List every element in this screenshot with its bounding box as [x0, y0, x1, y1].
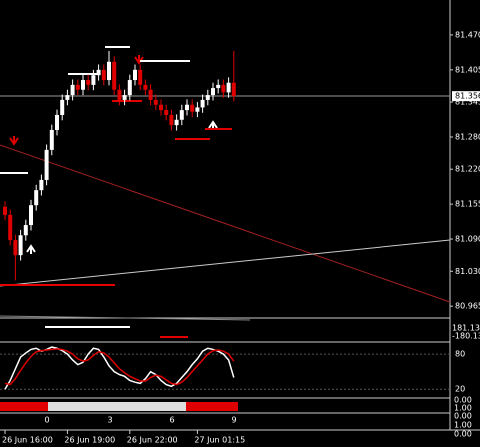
candle-body: [179, 110, 184, 120]
candle-body: [205, 95, 210, 100]
indicator-label: 1.00: [454, 421, 472, 430]
candle-body: [221, 84, 226, 93]
x-tick-label: 26 Jun 16:00: [2, 436, 53, 445]
candle-body: [101, 69, 106, 81]
candle-body: [81, 80, 85, 90]
candle-body: [3, 206, 7, 215]
y-tick-label: 80: [455, 350, 465, 359]
candle-body: [127, 80, 132, 96]
y-tick-label: 81.090: [455, 235, 480, 244]
candle-body: [112, 61, 117, 90]
candle-body: [96, 69, 101, 76]
candle-body: [49, 129, 54, 150]
candle-body: [190, 104, 195, 112]
candle-body: [200, 99, 205, 108]
candle-body: [117, 89, 122, 100]
candle-body: [148, 89, 153, 100]
candle-body: [226, 82, 231, 93]
y-tick-label: 80.965: [455, 302, 480, 311]
candle-body: [75, 84, 80, 90]
candle-body: [133, 69, 137, 81]
candle-body: [70, 84, 75, 96]
candle-body: [211, 88, 215, 96]
candle-body: [29, 205, 33, 226]
trend-line: [0, 144, 451, 303]
candle-body: [34, 190, 39, 206]
y-tick-label: 81.030: [455, 267, 480, 276]
dot-levels: [0, 100, 232, 338]
candle-body: [39, 179, 44, 191]
y-tick-label: 81.220: [455, 165, 480, 174]
last-price-label: 81.356: [455, 92, 480, 101]
candle-body: [8, 214, 13, 241]
candle-body: [13, 240, 18, 256]
indicator-label: -180.13: [452, 332, 480, 341]
candle-body: [164, 110, 169, 115]
candle-body: [91, 75, 96, 85]
candle-body: [169, 114, 174, 126]
indicator-label: 0.00: [454, 430, 472, 439]
candle-body: [18, 235, 23, 256]
y-tick-label: 81.345: [455, 98, 480, 107]
y-tick-label: 81.405: [455, 65, 480, 74]
y-tick-label: 81.470: [455, 30, 480, 39]
y-tick-label: 81.155: [455, 200, 480, 209]
candle-body: [174, 119, 179, 126]
candle-body: [159, 104, 163, 111]
candle-body: [231, 82, 236, 97]
y-tick-label: 81.280: [455, 132, 480, 141]
candle-body: [23, 225, 28, 236]
indicator-line: [4, 348, 235, 386]
indicator-label: 1.00: [454, 404, 472, 413]
candle-body: [195, 107, 200, 112]
state-bar: [0, 402, 238, 411]
indicator-x-label: 9: [231, 416, 236, 425]
candle-body: [185, 104, 189, 111]
trend-line: [0, 239, 451, 287]
x-tick-label: 26 Jun 19:00: [64, 436, 115, 445]
dot-levels: [0, 46, 190, 328]
x-tick-label: 26 Jun 22:00: [127, 436, 178, 445]
indicator-label: 181.13: [452, 324, 480, 333]
last-price-box: [452, 91, 480, 102]
candle-body: [65, 95, 70, 100]
x-tick-label: 27 Jun 01:15: [194, 436, 245, 445]
indicator-x-label: 6: [169, 416, 174, 425]
candle-body: [143, 84, 148, 90]
candle-body: [122, 95, 127, 100]
indicator-x-label: 3: [107, 416, 112, 425]
candle-body: [138, 69, 143, 85]
y-tick-label: 20: [455, 385, 465, 394]
candle-body: [153, 99, 158, 105]
candle-body: [44, 149, 49, 180]
indicator-label: 0.00: [454, 396, 472, 405]
candle-body: [216, 84, 221, 89]
trend-line: [0, 315, 251, 321]
indicator-label: 0.00: [454, 412, 472, 421]
candle-body: [60, 99, 65, 115]
indicator-x-label: 0: [44, 416, 49, 425]
candle-body: [55, 114, 59, 130]
candle-body: [107, 61, 111, 81]
candle-body: [86, 80, 91, 85]
signal-markers: [9, 55, 218, 254]
